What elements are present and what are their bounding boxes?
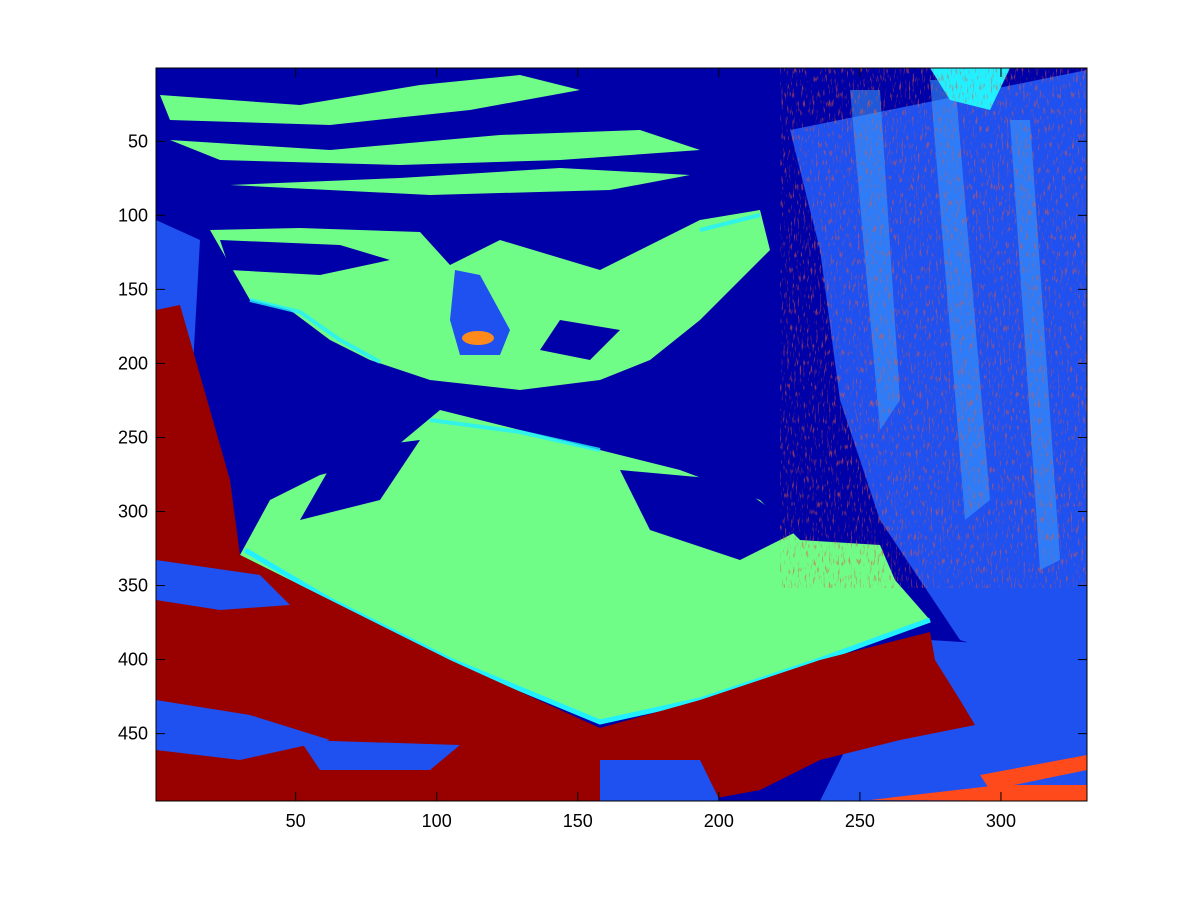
x-tick-label: 200 [704, 811, 734, 831]
plot-area [156, 68, 1087, 801]
y-tick-label: 200 [118, 353, 148, 373]
image-region-nose-tip [462, 331, 494, 345]
y-tick-label: 350 [118, 576, 148, 596]
y-tick-label: 250 [118, 427, 148, 447]
x-tick-label: 300 [986, 811, 1016, 831]
y-tick-label: 400 [118, 650, 148, 670]
x-tick-label: 50 [286, 811, 306, 831]
y-tick-label: 150 [118, 279, 148, 299]
x-tick-label: 100 [422, 811, 452, 831]
y-tick-label: 50 [128, 131, 148, 151]
y-tick-label: 300 [118, 502, 148, 522]
y-tick-label: 100 [118, 205, 148, 225]
x-tick-label: 250 [845, 811, 875, 831]
y-tick-label: 450 [118, 724, 148, 744]
image-speckle-texture [780, 68, 1087, 588]
x-tick-label: 150 [563, 811, 593, 831]
